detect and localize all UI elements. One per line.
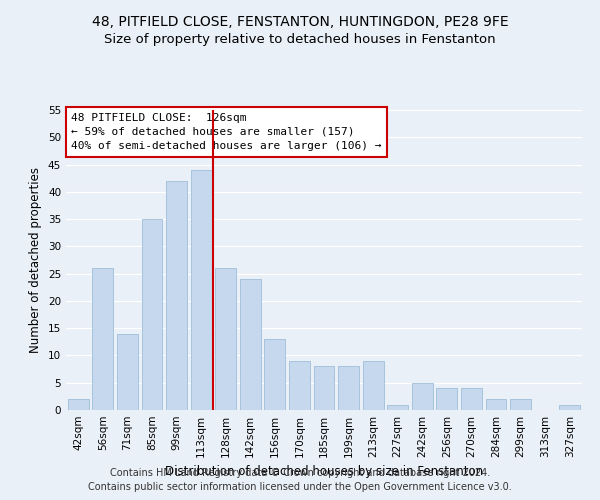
Text: Contains HM Land Registry data © Crown copyright and database right 2024.: Contains HM Land Registry data © Crown c… <box>110 468 490 477</box>
Text: 48 PITFIELD CLOSE:  126sqm
← 59% of detached houses are smaller (157)
40% of sem: 48 PITFIELD CLOSE: 126sqm ← 59% of detac… <box>71 113 382 151</box>
Bar <box>117 334 138 410</box>
Bar <box>362 361 383 410</box>
Text: 48, PITFIELD CLOSE, FENSTANTON, HUNTINGDON, PE28 9FE: 48, PITFIELD CLOSE, FENSTANTON, HUNTINGD… <box>92 15 508 29</box>
Bar <box>142 219 163 410</box>
Bar <box>387 404 408 410</box>
Bar <box>559 404 580 410</box>
Y-axis label: Number of detached properties: Number of detached properties <box>29 167 43 353</box>
Bar <box>485 399 506 410</box>
Bar <box>68 399 89 410</box>
Bar <box>338 366 359 410</box>
Bar <box>191 170 212 410</box>
Bar <box>265 339 286 410</box>
Bar <box>166 181 187 410</box>
Text: Contains public sector information licensed under the Open Government Licence v3: Contains public sector information licen… <box>88 482 512 492</box>
Bar <box>436 388 457 410</box>
Bar <box>412 382 433 410</box>
Bar <box>314 366 334 410</box>
Bar <box>215 268 236 410</box>
Text: Size of property relative to detached houses in Fenstanton: Size of property relative to detached ho… <box>104 32 496 46</box>
Bar <box>240 279 261 410</box>
X-axis label: Distribution of detached houses by size in Fenstanton: Distribution of detached houses by size … <box>165 466 483 478</box>
Bar <box>510 399 531 410</box>
Bar <box>289 361 310 410</box>
Bar <box>461 388 482 410</box>
Bar <box>92 268 113 410</box>
